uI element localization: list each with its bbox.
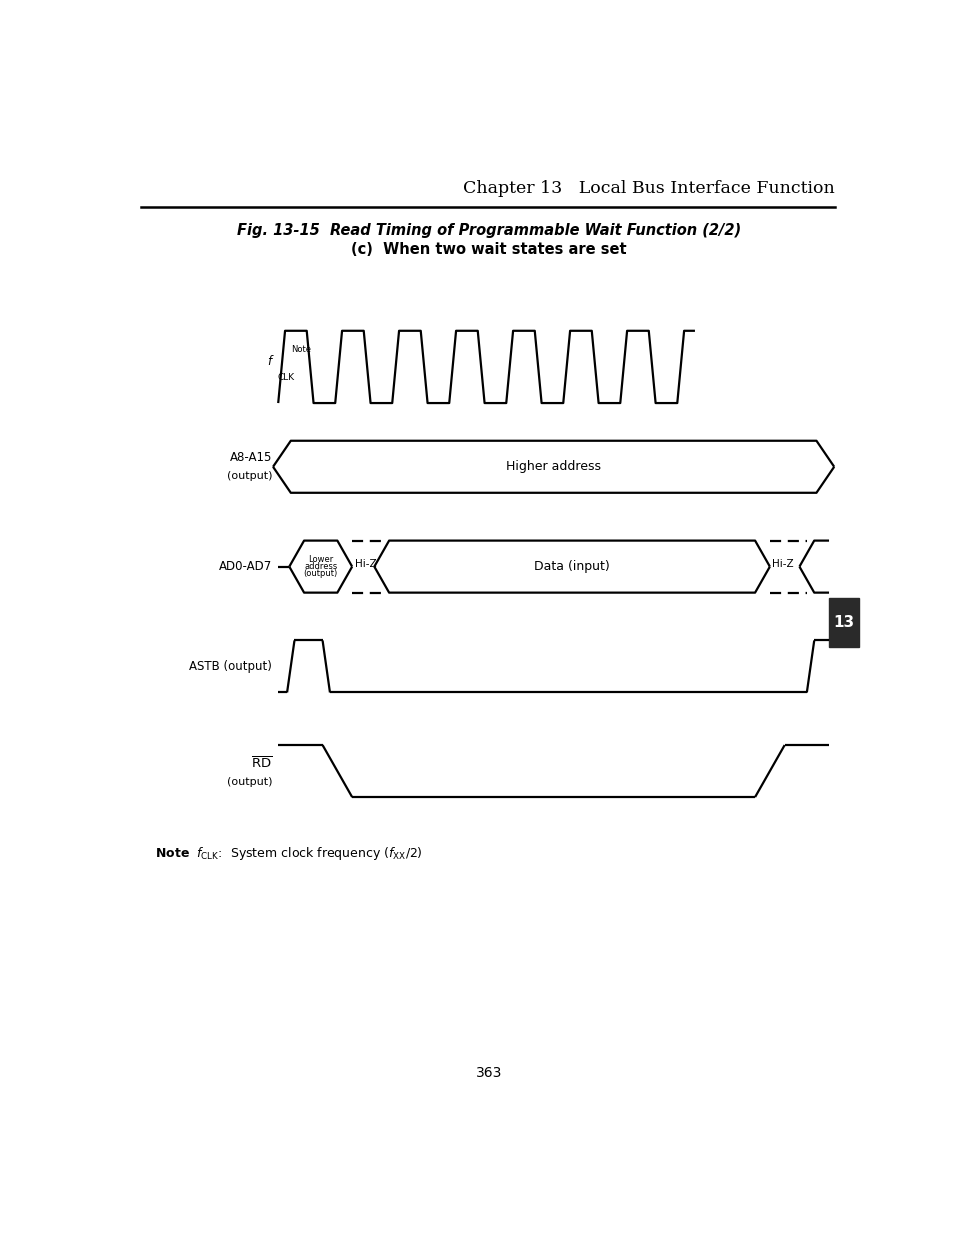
Text: (c)  When two wait states are set: (c) When two wait states are set bbox=[351, 242, 626, 257]
Text: $f$: $f$ bbox=[267, 354, 274, 368]
Text: (output): (output) bbox=[227, 472, 272, 482]
Text: Higher address: Higher address bbox=[506, 461, 600, 473]
FancyBboxPatch shape bbox=[828, 598, 858, 647]
Text: $\mathbf{Note}$  $f_{\mathrm{CLK}}$:  System clock frequency ($f_{\mathrm{XX}}$/: $\mathbf{Note}$ $f_{\mathrm{CLK}}$: Syst… bbox=[154, 845, 422, 862]
Text: (output): (output) bbox=[303, 569, 337, 578]
Text: AD0-AD7: AD0-AD7 bbox=[219, 561, 272, 573]
Text: address: address bbox=[304, 562, 337, 571]
Text: Hi-Z: Hi-Z bbox=[355, 558, 376, 569]
Text: $\overline{\rm RD}$: $\overline{\rm RD}$ bbox=[251, 756, 272, 771]
Text: Chapter 13   Local Bus Interface Function: Chapter 13 Local Bus Interface Function bbox=[463, 179, 834, 196]
Text: Note: Note bbox=[292, 345, 312, 353]
Text: Data (input): Data (input) bbox=[534, 561, 609, 573]
Text: Hi-Z: Hi-Z bbox=[771, 558, 793, 569]
Text: ASTB (output): ASTB (output) bbox=[190, 659, 272, 673]
Text: A8-A15: A8-A15 bbox=[230, 451, 272, 464]
Text: 363: 363 bbox=[476, 1066, 501, 1079]
Text: (output): (output) bbox=[227, 778, 272, 788]
Text: Fig. 13-15  Read Timing of Programmable Wait Function (2/2): Fig. 13-15 Read Timing of Programmable W… bbox=[236, 224, 740, 238]
Text: Lower: Lower bbox=[308, 555, 333, 564]
Text: 13: 13 bbox=[832, 615, 854, 630]
Text: CLK: CLK bbox=[277, 373, 294, 382]
